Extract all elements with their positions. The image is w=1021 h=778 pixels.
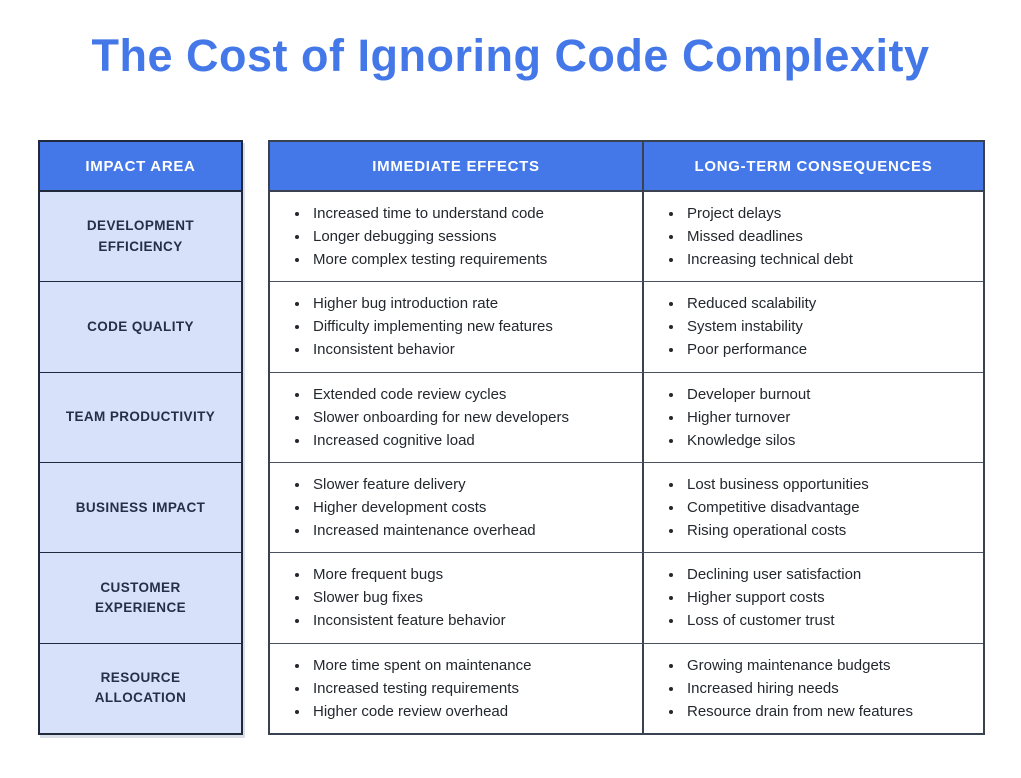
- table-row: Increased time to understand code Longer…: [270, 192, 983, 282]
- bullet-list: Extended code review cycles Slower onboa…: [270, 382, 569, 453]
- immediate-effects-cell: Slower feature delivery Higher developme…: [270, 462, 644, 553]
- bullet-item: Increased time to understand code: [310, 203, 547, 224]
- bullet-item: Higher bug introduction rate: [310, 293, 553, 314]
- bullet-item: Lost business opportunities: [684, 474, 869, 495]
- bullet-item: Knowledge silos: [684, 430, 810, 451]
- table-row: More time spent on maintenance Increased…: [270, 642, 983, 733]
- table-row: More frequent bugs Slower bug fixes Inco…: [270, 552, 983, 643]
- bullet-item: Loss of customer trust: [684, 610, 861, 631]
- bullet-item: Longer debugging sessions: [310, 226, 547, 247]
- bullet-item: Increased maintenance overhead: [310, 520, 536, 541]
- bullet-item: Resource drain from new features: [684, 701, 913, 722]
- long-term-consequences-cell: Reduced scalability System instability P…: [644, 282, 983, 371]
- bullet-item: More time spent on maintenance: [310, 655, 531, 676]
- impact-area-cell: TEAM PRODUCTIVITY: [40, 371, 241, 462]
- bullet-item: Project delays: [684, 203, 853, 224]
- bullet-list: More time spent on maintenance Increased…: [270, 653, 531, 724]
- bullet-item: Slower bug fixes: [310, 587, 506, 608]
- long-term-consequences-cell: Project delays Missed deadlines Increasi…: [644, 192, 983, 281]
- bullet-item: Declining user satisfaction: [684, 564, 861, 585]
- bullet-item: Increased hiring needs: [684, 678, 913, 699]
- effects-table-header-row: IMMEDIATE EFFECTS LONG-TERM CONSEQUENCES: [270, 142, 983, 192]
- bullet-item: More frequent bugs: [310, 564, 506, 585]
- bullet-item: Missed deadlines: [684, 226, 853, 247]
- bullet-list: Reduced scalability System instability P…: [644, 291, 816, 362]
- long-term-consequences-header: LONG-TERM CONSEQUENCES: [694, 157, 933, 175]
- long-term-consequences-cell: Growing maintenance budgets Increased hi…: [644, 644, 983, 733]
- bullet-item: Growing maintenance budgets: [684, 655, 913, 676]
- impact-area-cell: DEVELOPMENT EFFICIENCY: [86, 218, 195, 254]
- long-term-consequences-cell: Declining user satisfaction Higher suppo…: [644, 553, 983, 642]
- bullet-item: Extended code review cycles: [310, 384, 569, 405]
- bullet-list: More frequent bugs Slower bug fixes Inco…: [270, 562, 506, 633]
- immediate-effects-cell: More frequent bugs Slower bug fixes Inco…: [270, 553, 644, 643]
- immediate-effects-header: IMMEDIATE EFFECTS: [270, 142, 644, 190]
- bullet-list: Increased time to understand code Longer…: [270, 201, 547, 272]
- table-row: Extended code review cycles Slower onboa…: [270, 371, 983, 462]
- bullet-item: Increased cognitive load: [310, 430, 569, 451]
- bullet-item: Inconsistent feature behavior: [310, 610, 506, 631]
- bullet-item: Slower onboarding for new developers: [310, 407, 569, 428]
- bullet-item: Higher code review overhead: [310, 701, 531, 722]
- effects-table: IMMEDIATE EFFECTS LONG-TERM CONSEQUENCES…: [268, 140, 985, 735]
- bullet-item: Higher development costs: [310, 497, 536, 518]
- immediate-effects-cell: Increased time to understand code Longer…: [270, 192, 644, 282]
- bullet-item: Reduced scalability: [684, 293, 816, 314]
- bullet-item: Increasing technical debt: [684, 249, 853, 270]
- bullet-list: Growing maintenance budgets Increased hi…: [644, 653, 913, 724]
- bullet-item: Developer burnout: [684, 384, 810, 405]
- immediate-effects-cell: Higher bug introduction rate Difficulty …: [270, 282, 644, 372]
- bullet-list: Lost business opportunities Competitive …: [644, 472, 869, 543]
- bullet-item: More complex testing requirements: [310, 249, 547, 270]
- impact-area-table: IMPACT AREA DEVELOPMENT EFFICIENCY CODE …: [38, 140, 243, 735]
- immediate-effects-cell: Extended code review cycles Slower onboa…: [270, 372, 644, 462]
- long-term-consequences-cell: Developer burnout Higher turnover Knowle…: [644, 373, 983, 462]
- bullet-list: Developer burnout Higher turnover Knowle…: [644, 382, 810, 453]
- long-term-consequences-cell: Lost business opportunities Competitive …: [644, 463, 983, 552]
- bullet-item: Poor performance: [684, 339, 816, 360]
- immediate-effects-cell: More time spent on maintenance Increased…: [270, 643, 644, 733]
- bullet-item: System instability: [684, 316, 816, 337]
- table-row: Slower feature delivery Higher developme…: [270, 461, 983, 553]
- table-row: Higher bug introduction rate Difficulty …: [270, 281, 983, 372]
- bullet-list: Project delays Missed deadlines Increasi…: [644, 201, 853, 272]
- bullet-item: Higher turnover: [684, 407, 810, 428]
- bullet-list: Higher bug introduction rate Difficulty …: [270, 291, 553, 362]
- impact-area-cell: RESOURCE ALLOCATION: [40, 642, 241, 733]
- page-title: The Cost of Ignoring Code Complexity: [91, 30, 930, 81]
- impact-area-cell: BUSINESS IMPACT: [40, 461, 241, 552]
- bullet-list: Declining user satisfaction Higher suppo…: [644, 562, 861, 633]
- impact-area-cell: CUSTOMER EXPERIENCE: [40, 552, 241, 642]
- impact-area-cell: CODE QUALITY: [40, 281, 241, 371]
- bullet-item: Slower feature delivery: [310, 474, 536, 495]
- bullet-item: Inconsistent behavior: [310, 339, 553, 360]
- bullet-item: Difficulty implementing new features: [310, 316, 553, 337]
- bullet-item: Higher support costs: [684, 587, 861, 608]
- bullet-item: Competitive disadvantage: [684, 497, 869, 518]
- bullet-item: Rising operational costs: [684, 520, 869, 541]
- bullet-item: Increased testing requirements: [310, 678, 531, 699]
- bullet-list: Slower feature delivery Higher developme…: [270, 472, 536, 543]
- impact-area-header: IMPACT AREA: [40, 142, 241, 192]
